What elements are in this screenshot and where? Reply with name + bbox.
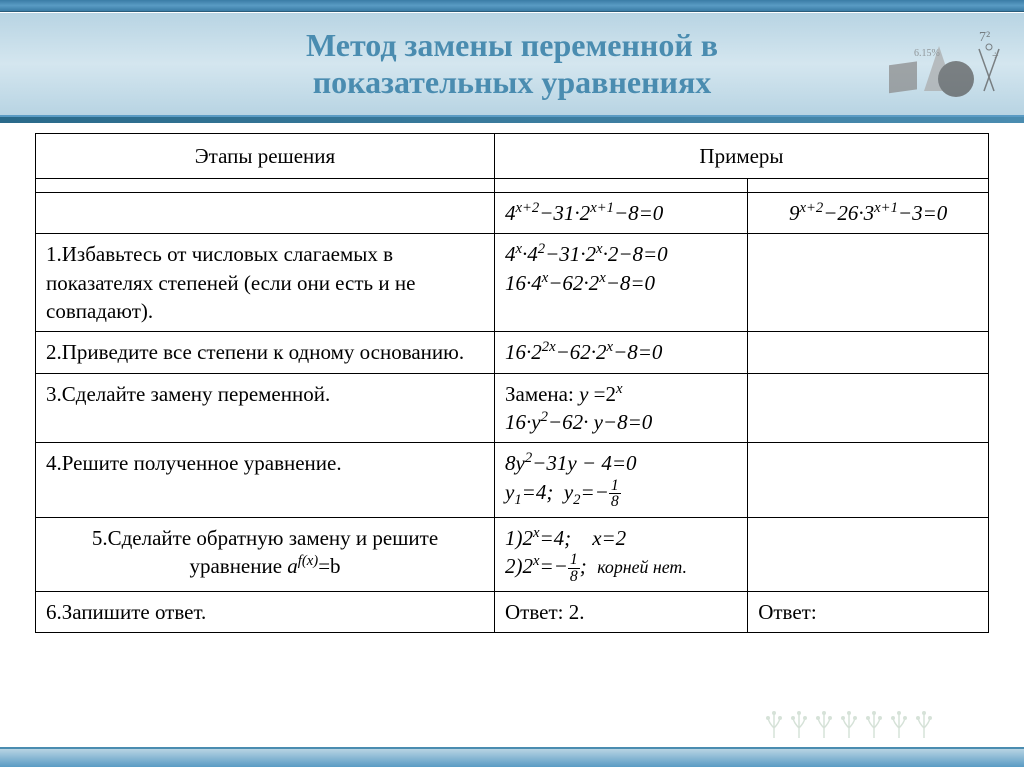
ex1-initial: 4x+2−31·2x+1−8=0 <box>494 192 747 233</box>
step-3-ex1: Замена: y =2x 16·y2−62· y−8=0 <box>494 373 747 443</box>
step-4-ex1-l1: 8y2−31y − 4=0 <box>505 451 637 475</box>
step-4-text: 4.Решите полученное уравнение. <box>36 443 495 517</box>
step-1-ex1-l1: 4x·42−31·2x·2−8=0 <box>505 242 668 266</box>
svg-text:7²: 7² <box>979 30 990 45</box>
step-row-2: 2.Приведите все степени к одному основан… <box>36 332 989 373</box>
math-decor-icon: 7² 6.15% ÷ <box>884 21 1004 101</box>
step-4-ex1: 8y2−31y − 4=0 y1=4; y2=−18 <box>494 443 747 517</box>
step-row-3: 3.Сделайте замену переменной. Замена: y … <box>36 373 989 443</box>
frac-1-8-a: 18 <box>609 478 621 511</box>
step-5-ex1-l2a: 2)2x=− <box>505 554 568 578</box>
top-border <box>0 0 1024 12</box>
step-4-ex1-l2: y1=4; y2=− <box>505 480 609 504</box>
svg-text:6.15%: 6.15% <box>914 48 940 59</box>
step-5-ex1-l1: 1)2x=4; x=2 <box>505 526 626 550</box>
step-1-ex2 <box>748 234 989 332</box>
step-row-1: 1.Избавьтесь от числовых слагаемых в пок… <box>36 234 989 332</box>
step-3-ex1-l1: Замена: y =2x <box>505 382 623 406</box>
step-4-ex2 <box>748 443 989 517</box>
step-5-ex1: 1)2x=4; x=2 2)2x=−18; корней нет. <box>494 517 747 591</box>
header-examples: Примеры <box>494 133 988 178</box>
step-1-ex1: 4x·42−31·2x·2−8=0 16·4x−62·2x−8=0 <box>494 234 747 332</box>
step-row-4: 4.Решите полученное уравнение. 8y2−31y −… <box>36 443 989 517</box>
ex2-initial: 9x+2−26·3x+1−3=0 <box>748 192 989 233</box>
eq-step-empty <box>36 192 495 233</box>
step-5-ex1-l2b: ; корней нет. <box>580 554 687 578</box>
step-row-5: 5.Сделайте обратную замену и решите урав… <box>36 517 989 591</box>
title-line-1: Метод замены переменной в <box>306 27 718 63</box>
step-3-text: 3.Сделайте замену переменной. <box>36 373 495 443</box>
step-row-6: 6.Запишите ответ. Ответ: 2. Ответ: <box>36 591 989 632</box>
step-6-text: 6.Запишите ответ. <box>36 591 495 632</box>
step-2-text: 2.Приведите все степени к одному основан… <box>36 332 495 373</box>
step-1-ex1-l2: 16·4x−62·2x−8=0 <box>505 271 655 295</box>
page-title: Метод замены переменной в показательных … <box>20 27 1004 101</box>
step-3-ex1-l2: 16·y2−62· y−8=0 <box>505 410 652 434</box>
header-row: Этапы решения Примеры <box>36 133 989 178</box>
content-area: Этапы решения Примеры 4x+2−31·2x+1−8=0 9… <box>0 125 1024 633</box>
step-2-ex2 <box>748 332 989 373</box>
svg-text:÷: ÷ <box>992 48 999 62</box>
equations-row: 4x+2−31·2x+1−8=0 9x+2−26·3x+1−3=0 <box>36 192 989 233</box>
title-line-2: показательных уравнениях <box>313 64 712 100</box>
step-5-ex2 <box>748 517 989 591</box>
step-6-ex1: Ответ: 2. <box>494 591 747 632</box>
spacer-row <box>36 178 989 192</box>
accent-line <box>0 117 1024 123</box>
step-2-ex1: 16·22x−62·2x−8=0 <box>494 332 747 373</box>
step-1-text: 1.Избавьтесь от числовых слагаемых в пок… <box>36 234 495 332</box>
step-3-ex2 <box>748 373 989 443</box>
header-steps: Этапы решения <box>36 133 495 178</box>
method-table: Этапы решения Примеры 4x+2−31·2x+1−8=0 9… <box>35 133 989 633</box>
step-6-ex2: Ответ: <box>748 591 989 632</box>
step-5-text: 5.Сделайте обратную замену и решите урав… <box>36 517 495 591</box>
title-banner: Метод замены переменной в показательных … <box>0 12 1024 117</box>
plant-decor <box>764 708 964 745</box>
frac-1-8-b: 18 <box>568 552 580 585</box>
bottom-border <box>0 747 1024 767</box>
